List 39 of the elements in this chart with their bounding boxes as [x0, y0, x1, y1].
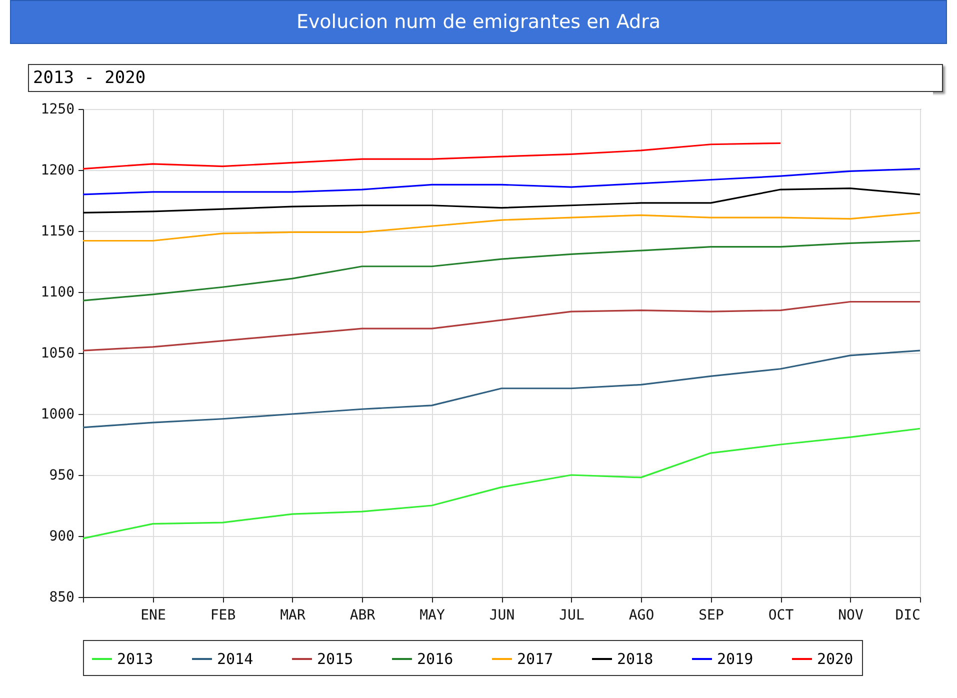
x-tick-label: ABR: [350, 608, 376, 624]
x-tick-label: OCT: [768, 608, 794, 624]
y-tick-label: 1150: [40, 224, 74, 240]
y-tick-label: 1000: [40, 406, 74, 422]
x-tick-label: ENE: [140, 608, 166, 624]
x-tick-label: JUL: [559, 608, 584, 624]
x-tick-label: MAY: [420, 608, 446, 624]
legend-label: 2019: [717, 650, 754, 668]
x-tick-label: MAR: [280, 608, 306, 624]
chart-subtitle: 2013 - 2020: [28, 64, 943, 92]
y-tick-label: 850: [49, 590, 74, 606]
x-tick-label: DIC: [895, 608, 920, 624]
x-tick-label: NOV: [838, 608, 864, 624]
line-series: [82, 188, 921, 214]
x-tick-label: AGO: [628, 608, 654, 624]
legend-label: 2016: [417, 650, 454, 668]
x-tick-label: FEB: [210, 608, 236, 624]
line-series: [82, 240, 921, 302]
line-series: [82, 212, 921, 242]
y-tick-label: 900: [49, 528, 74, 544]
legend-label: 2015: [317, 650, 354, 668]
y-tick-label: 950: [49, 468, 74, 484]
legend-label: 2017: [517, 650, 554, 668]
chart-title: Evolucion num de emigrantes en Adra: [10, 0, 947, 44]
line-series: [82, 142, 782, 170]
line-series: [82, 428, 921, 540]
y-tick-label: 1050: [40, 346, 74, 362]
line-series: [82, 350, 921, 428]
legend-label: 2018: [617, 650, 654, 668]
y-tick-label: 1100: [40, 284, 74, 300]
legend-label: 2014: [217, 650, 254, 668]
legend-label: 2013: [117, 650, 154, 668]
x-tick-label: SEP: [698, 608, 724, 624]
x-tick-label: JUN: [489, 608, 515, 624]
y-tick-label: 1250: [40, 102, 74, 118]
legend-label: 2020: [817, 650, 854, 668]
line-series: [82, 300, 921, 352]
line-series: [82, 168, 921, 196]
y-tick-label: 1200: [40, 162, 74, 178]
